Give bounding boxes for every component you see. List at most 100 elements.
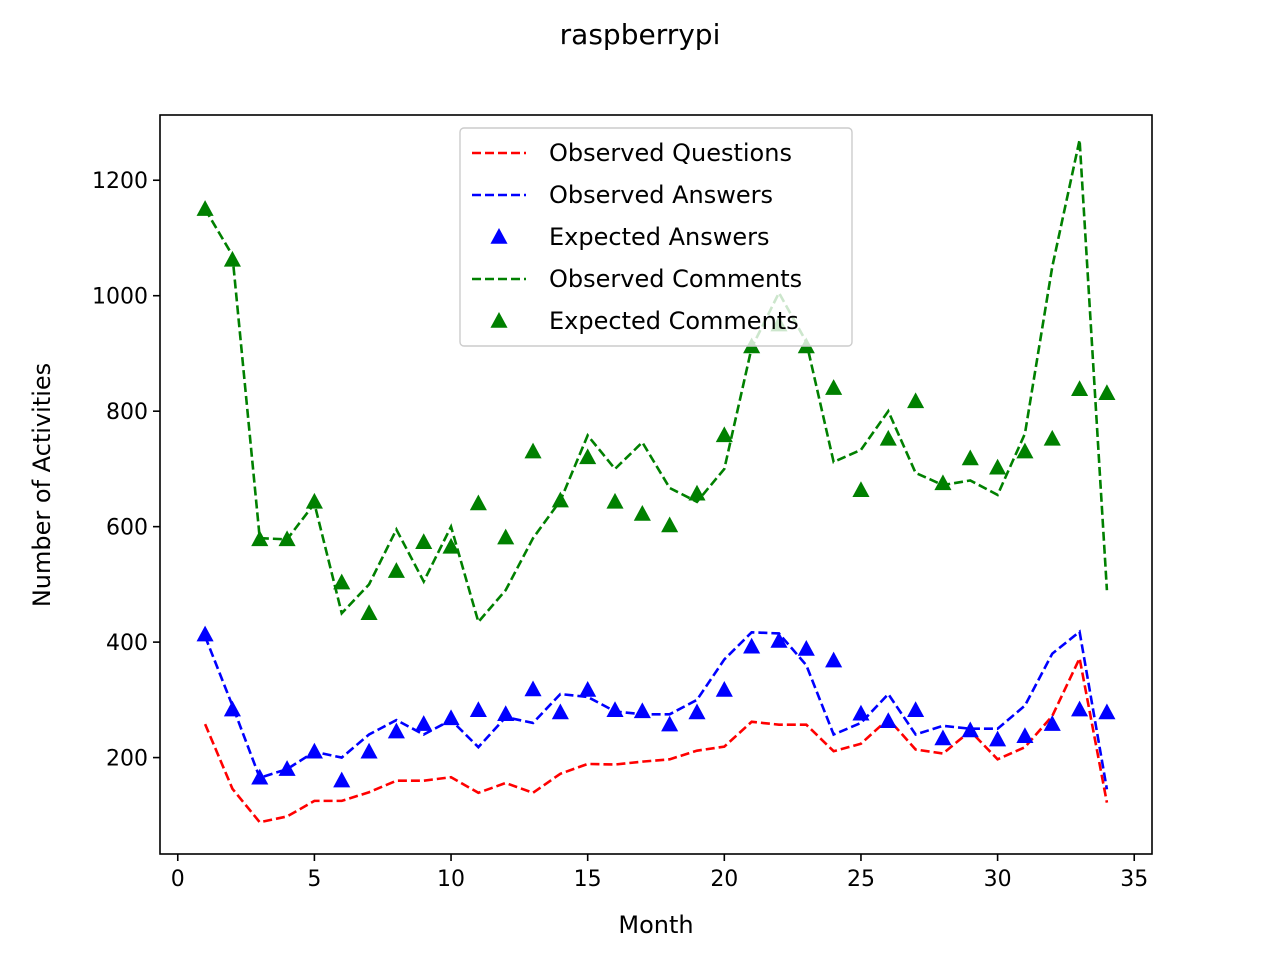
expected-answers-marker <box>251 768 269 785</box>
expected-comments-marker <box>989 458 1007 475</box>
x-tick-label: 0 <box>171 867 185 892</box>
x-tick-label: 30 <box>984 867 1012 892</box>
y-tick-label: 1000 <box>92 285 148 310</box>
expected-comments-marker <box>579 448 597 465</box>
y-axis-label: Number of Activities <box>28 363 56 607</box>
expected-answers-marker <box>797 640 815 656</box>
y-tick-label: 400 <box>106 631 148 656</box>
expected-answers-marker <box>305 742 323 759</box>
chart-title: raspberrypi <box>560 18 721 51</box>
expected-answers-marker <box>360 742 378 759</box>
expected-comments-marker <box>333 573 351 590</box>
expected-comments-marker <box>633 504 651 521</box>
expected-comments-marker <box>415 533 433 549</box>
expected-comments-marker <box>278 530 296 547</box>
expected-comments-marker <box>879 429 897 446</box>
expected-comments-marker <box>715 426 733 443</box>
expected-comments-legend-label: Expected Comments <box>549 307 799 335</box>
expected-comments-marker <box>688 484 706 501</box>
expected-answers-marker <box>1043 715 1061 731</box>
expected-answers-legend-swatch <box>490 228 508 244</box>
expected-comments-marker <box>360 604 378 620</box>
x-tick-label: 15 <box>574 867 602 892</box>
x-axis: 0 5 10 15 20 25 30 35 <box>171 854 1148 892</box>
expected-answers-marker <box>879 712 897 728</box>
observed-answers-line <box>203 629 1109 790</box>
legend-box <box>459 127 853 347</box>
expected-comments-marker <box>1071 380 1089 396</box>
expected-comments-marker <box>606 492 624 509</box>
expected-comments-marker <box>1043 429 1061 446</box>
expected-comments-legend-swatch <box>490 312 508 328</box>
expected-comments-marker <box>907 392 925 409</box>
expected-answers-marker <box>333 771 351 788</box>
expected-answers-marker <box>661 715 679 732</box>
x-tick-label: 5 <box>307 867 321 892</box>
expected-comments-marker <box>825 379 843 395</box>
plot-frame <box>159 114 1153 855</box>
expected-answers-marker <box>770 631 788 648</box>
expected-answers-marker <box>743 637 761 654</box>
expected-answers-marker <box>1071 700 1089 717</box>
expected-comments-marker <box>497 528 515 545</box>
observed-questions-legend-label: Observed Questions <box>549 139 792 167</box>
expected-comments-marker <box>387 562 405 578</box>
x-tick-label: 35 <box>1120 867 1148 892</box>
expected-answers-marker <box>934 729 952 746</box>
expected-answers-marker <box>715 681 733 697</box>
expected-comments-marker <box>661 516 679 533</box>
expected-answers-legend-label: Expected Answers <box>549 223 770 251</box>
expected-comments-marker <box>1016 442 1034 459</box>
y-tick-label: 800 <box>106 400 148 425</box>
expected-answers-marker <box>1098 703 1116 720</box>
expected-comments-marker <box>524 442 542 459</box>
expected-answers-marker <box>442 709 460 726</box>
expected-answers-marker <box>606 701 624 717</box>
expected-answers-marker <box>688 703 706 720</box>
expected-answers-marker <box>1016 727 1034 743</box>
expected-comments-marker <box>442 537 460 554</box>
observed-comments-legend-label: Observed Comments <box>549 265 802 293</box>
expected-answers-marker <box>633 702 651 719</box>
expected-answers-marker <box>579 681 597 697</box>
expected-answers-marker <box>196 625 214 642</box>
legend: Observed Questions Observed Answers Expect… <box>459 127 853 347</box>
x-tick-label: 25 <box>847 867 875 892</box>
expected-answers-marker <box>961 721 979 738</box>
expected-answers-marker <box>469 701 487 717</box>
expected-answers-marker <box>825 651 843 668</box>
expected-answers-marker <box>551 703 569 720</box>
expected-answers-marker <box>989 730 1007 747</box>
expected-comments-marker <box>251 530 269 547</box>
y-axis: 200 400 600 800 1000 1200 <box>92 169 160 772</box>
expected-answers-marker <box>907 701 925 717</box>
expected-answers-marker <box>524 680 542 697</box>
y-tick-label: 600 <box>106 516 148 541</box>
y-tick-label: 200 <box>106 747 148 772</box>
expected-comments-marker <box>305 492 323 509</box>
y-tick-label: 1200 <box>92 169 148 194</box>
observed-comments-line <box>203 139 1109 625</box>
x-tick-label: 20 <box>710 867 738 892</box>
expected-comments-marker <box>223 250 241 267</box>
plot-area <box>196 139 1116 824</box>
expected-comments-marker <box>1098 384 1116 401</box>
observed-questions-line <box>203 654 1109 824</box>
expected-answers-marker <box>278 760 296 776</box>
expected-comments-marker <box>469 494 487 511</box>
expected-comments-marker <box>934 474 952 491</box>
expected-comments-marker <box>196 200 214 216</box>
x-tick-label: 10 <box>437 867 465 892</box>
expected-answers-marker <box>497 705 515 722</box>
expected-answers-marker <box>852 704 870 721</box>
expected-answers-marker <box>415 715 433 731</box>
expected-answers-marker <box>223 700 241 717</box>
expected-comments-marker <box>961 449 979 466</box>
expected-answers-marker <box>387 722 405 739</box>
x-axis-label: Month <box>618 911 693 939</box>
expected-comments-marker <box>852 481 870 498</box>
observed-answers-legend-label: Observed Answers <box>549 181 773 209</box>
expected-comments-marker <box>551 491 569 508</box>
